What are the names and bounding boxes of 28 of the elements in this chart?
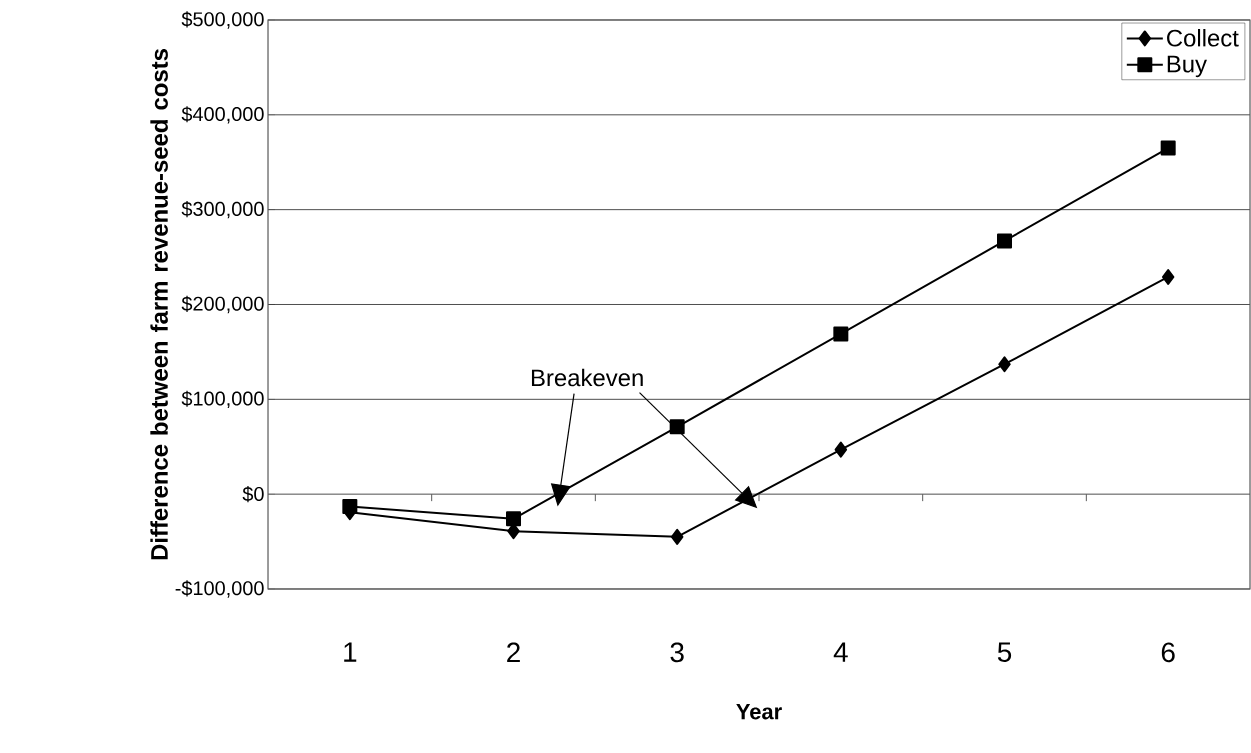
y-axis-title: Difference between farm revenue-seed costs <box>150 49 168 560</box>
x-tick-label: 6 <box>1161 642 1175 663</box>
annotation: Breakeven <box>531 368 643 387</box>
point <box>998 356 1011 373</box>
point <box>1160 140 1176 156</box>
point <box>833 326 849 342</box>
y-tick-label: -$100,000 <box>175 580 264 598</box>
point <box>834 441 848 458</box>
x-tick-label: 3 <box>670 642 684 663</box>
point <box>1161 268 1175 285</box>
point <box>669 419 685 435</box>
y-tick-label: $400,000 <box>181 106 264 124</box>
legend-label: Collect <box>1167 29 1239 47</box>
y-tick-label: $100,000 <box>181 390 264 408</box>
point <box>670 528 684 545</box>
y-tick-label: $300,000 <box>181 201 264 219</box>
x-tick-label: 4 <box>833 642 848 662</box>
x-axis-title: Year <box>736 704 782 720</box>
point <box>342 498 358 514</box>
x-tick-label: 5 <box>997 642 1012 662</box>
point <box>997 233 1013 249</box>
x-tick-label: 1 <box>344 642 357 662</box>
legend-label: Buy <box>1167 55 1207 78</box>
point <box>506 511 522 527</box>
y-tick-label: $500,000 <box>181 11 264 29</box>
y-tick-label: $0 <box>242 486 264 503</box>
x-tick-label: 2 <box>507 642 520 662</box>
y-tick-label: $200,000 <box>181 295 264 314</box>
